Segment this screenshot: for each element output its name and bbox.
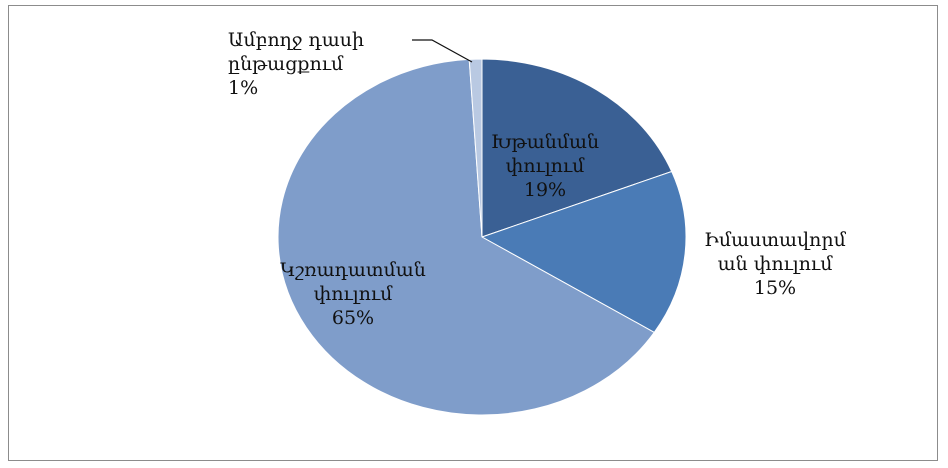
pie-slice bbox=[480, 170, 687, 334]
value-label: 19% bbox=[523, 179, 567, 201]
slice-label: Ամբողջ դասի ընթացքում 1% bbox=[228, 28, 418, 100]
category-label: Իմաստավորման փուլում bbox=[704, 229, 846, 275]
leader-line bbox=[412, 39, 473, 63]
pie-slice bbox=[481, 58, 673, 238]
slice-label: Կշռադատման փուլում 65% bbox=[268, 258, 438, 330]
chart-frame bbox=[8, 5, 938, 461]
pie-slice bbox=[468, 58, 483, 238]
pie-slice bbox=[277, 58, 655, 416]
value-label: 15% bbox=[753, 277, 797, 299]
category-label: Խթանման փուլում bbox=[490, 131, 600, 177]
slice-label: Իմաստավորման փուլում 15% bbox=[680, 228, 870, 300]
slice-label: Խթանման փուլում 19% bbox=[480, 130, 610, 202]
category-label: Ամբողջ դասի ընթացքում bbox=[228, 29, 365, 75]
value-label: 65% bbox=[331, 307, 375, 329]
value-label: 1% bbox=[228, 77, 259, 99]
category-label: Կշռադատման փուլում bbox=[280, 259, 426, 305]
